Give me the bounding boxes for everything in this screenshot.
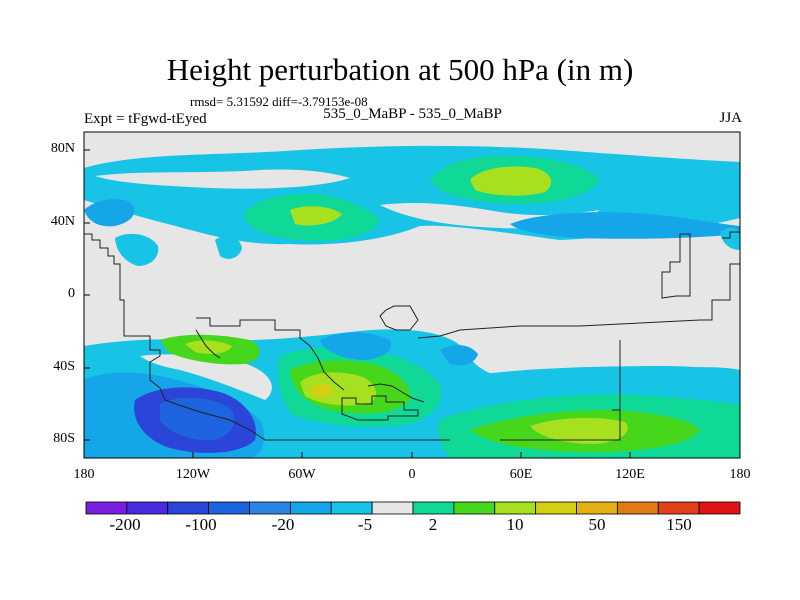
- xtick-label-180e: 180: [729, 467, 751, 482]
- coastline-south-islands: [367, 383, 425, 403]
- colorbar-swatch: [698, 501, 741, 515]
- colorbar-swatch: [412, 501, 455, 515]
- contour-map: [83, 131, 741, 459]
- coastline-australia-indian: [417, 263, 740, 339]
- ytick-label-80s: 80S: [53, 431, 75, 446]
- coastline-america: [84, 233, 450, 441]
- colorbar-label: 150: [666, 515, 692, 534]
- xtick-label-120w: 120W: [175, 467, 211, 482]
- page-title: Height perturbation at 500 hPa (in m): [166, 52, 634, 87]
- colorbar-swatch: [576, 501, 618, 515]
- contour-south-pocket: [140, 354, 272, 400]
- contour-north-yellowgreen-west: [290, 206, 342, 226]
- ytick-label-40s: 40S: [53, 359, 75, 374]
- contour-north-yellow-east: [470, 166, 552, 196]
- stats-line: rmsd= 5.31592 diff=-3.79153e-08: [190, 94, 368, 109]
- colorbar: [85, 501, 741, 515]
- contour-north-blue-east: [510, 212, 740, 239]
- colorbar-swatch: [289, 501, 332, 515]
- colorbar-label: -20: [271, 515, 295, 534]
- contour-south-yellow: [310, 384, 334, 398]
- colorbar-swatch: [330, 501, 373, 515]
- coastline-south-atlantic-block: [341, 395, 419, 421]
- contour-cyan-east-north: [720, 227, 740, 250]
- contour-south-cyan-east-strip: [470, 366, 740, 392]
- colorbar-label: 2: [428, 515, 438, 534]
- contour-south-yellowgreen-east: [530, 417, 628, 444]
- contour-south-blue-atlantic: [440, 345, 478, 366]
- xtick-label-60e: 60E: [509, 467, 533, 482]
- ytick-label-80n: 80N: [50, 141, 75, 156]
- xtick-label-180w: 180: [73, 467, 95, 482]
- xtick-label-60w: 60W: [288, 467, 316, 482]
- contour-cyan-atlantic-tropics: [215, 235, 242, 259]
- colorbar-swatch: [85, 501, 128, 515]
- colorbar-label: -200: [109, 515, 141, 534]
- colorbar-swatch: [535, 501, 577, 515]
- colorbar-swatch: [616, 501, 659, 515]
- colorbar-swatch: [657, 501, 700, 515]
- contour-south-darkerblue: [160, 397, 235, 441]
- colorbar-swatch: [167, 501, 210, 515]
- contour-south-blue-east-patch: [320, 332, 391, 360]
- ytick-label-40n: 40N: [50, 214, 75, 229]
- coastline-africa: [379, 305, 419, 331]
- contour-south-yellowgreen-west-patch: [185, 340, 232, 354]
- colorbar-swatch: [494, 501, 537, 515]
- colorbar-swatch: [208, 501, 250, 515]
- colorbar-label: 10: [506, 515, 524, 534]
- axis-ticks: [84, 149, 631, 458]
- colorbar-label: -100: [185, 515, 217, 534]
- period-label: 535_0_MaBP - 535_0_MaBP: [323, 106, 502, 122]
- ytick-label-0: 0: [68, 286, 75, 301]
- xtick-label-120e: 120E: [615, 467, 645, 482]
- colorbar-label: -5: [357, 515, 373, 534]
- season-label: JJA: [719, 110, 742, 126]
- colorbar-swatch: [249, 501, 291, 515]
- colorbar-swatch: [126, 501, 169, 515]
- coastline-east-landmass: [500, 340, 621, 441]
- coastlines: [84, 231, 740, 441]
- contour-north-blue-west: [84, 199, 135, 227]
- colorbar-label: 50: [588, 515, 606, 534]
- colorbar-swatch: [371, 501, 414, 515]
- colorbar-swatch: [453, 501, 496, 515]
- xtick-label-0: 0: [408, 467, 416, 482]
- coastline-east-edge: [722, 231, 740, 239]
- coastline-south-east-edge: [612, 409, 621, 440]
- coastline-south-america: [196, 317, 345, 391]
- contour-north-pocket: [95, 169, 350, 189]
- coastline-antarctic-peninsula: [195, 329, 221, 359]
- coastline-east-box: [661, 233, 691, 299]
- experiment-label: Expt = tFgwd-tEyed: [84, 111, 207, 127]
- contour-cyan-west-tropics: [115, 233, 159, 266]
